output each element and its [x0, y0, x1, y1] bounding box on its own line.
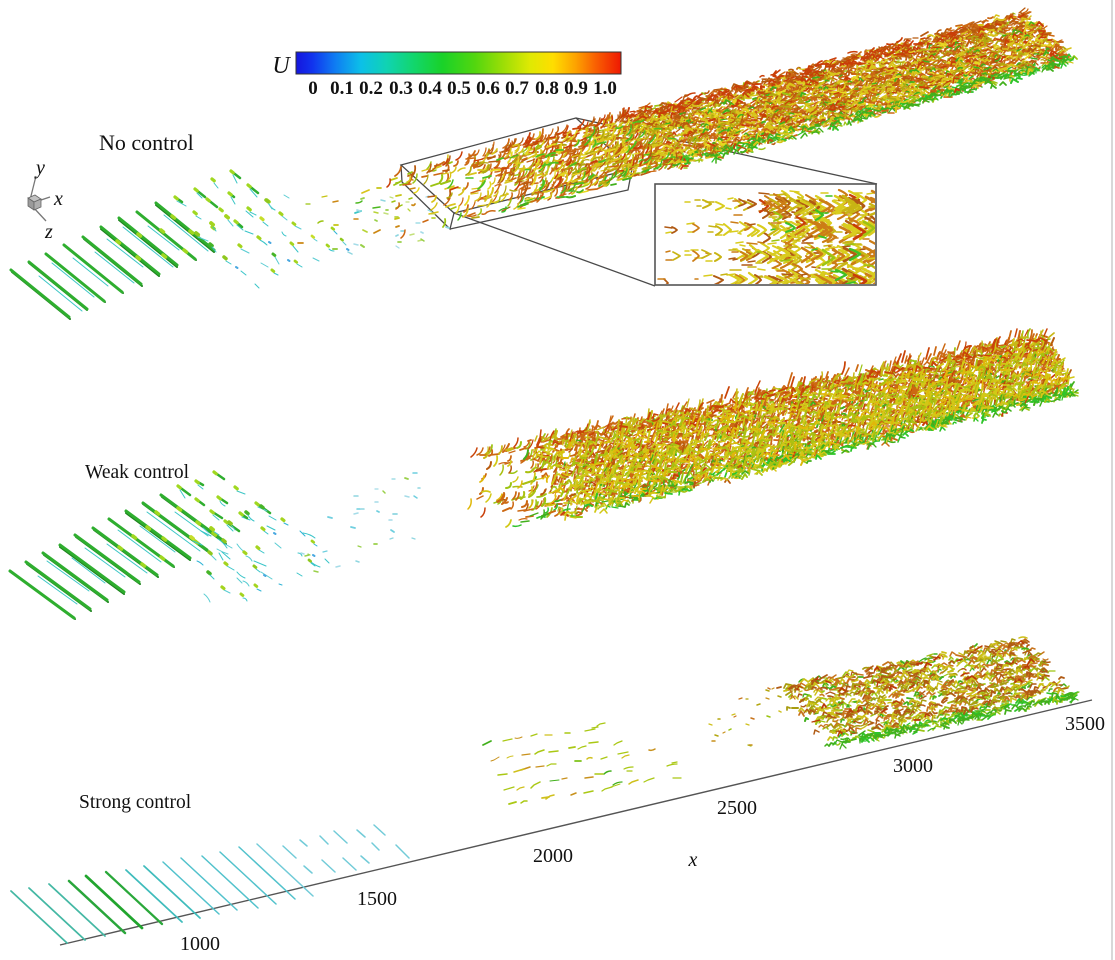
svg-text:0: 0 [308, 78, 318, 99]
svg-text:z: z [44, 221, 53, 243]
svg-text:3500: 3500 [1065, 713, 1105, 735]
svg-text:3000: 3000 [893, 755, 933, 777]
svg-text:0.8: 0.8 [535, 78, 559, 99]
svg-text:0.3: 0.3 [389, 78, 413, 99]
svg-text:1.0: 1.0 [593, 78, 617, 99]
svg-text:0.6: 0.6 [476, 78, 500, 99]
svg-text:No control: No control [99, 130, 194, 155]
svg-text:U: U [272, 53, 291, 79]
svg-text:2000: 2000 [533, 845, 573, 867]
svg-text:1000: 1000 [180, 933, 220, 955]
svg-text:0.5: 0.5 [447, 78, 471, 99]
svg-text:y: y [34, 157, 45, 179]
svg-text:2500: 2500 [717, 797, 757, 819]
svg-text:x: x [688, 849, 698, 871]
svg-text:0.9: 0.9 [564, 78, 588, 99]
svg-text:Strong control: Strong control [79, 792, 192, 813]
svg-text:Weak control: Weak control [85, 462, 190, 483]
svg-text:0.7: 0.7 [505, 78, 529, 99]
svg-text:0.2: 0.2 [359, 78, 383, 99]
svg-text:0.1: 0.1 [330, 78, 354, 99]
svg-text:x: x [53, 188, 63, 210]
svg-text:1500: 1500 [357, 888, 397, 910]
svg-text:0.4: 0.4 [418, 78, 442, 99]
